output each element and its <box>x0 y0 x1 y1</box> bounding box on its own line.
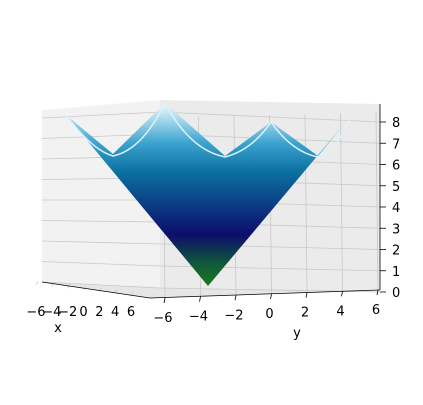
y-tick-label: 4 <box>336 304 344 319</box>
x-tick-label: 0 <box>79 305 87 320</box>
z-tick-label: 4 <box>392 201 400 216</box>
y-tick-mark <box>341 291 343 297</box>
y-tick-mark <box>234 295 237 301</box>
tick-marks <box>163 121 386 304</box>
y-grid-line <box>375 111 379 291</box>
x-tick-label: −2 <box>58 305 77 320</box>
z-tick-label: 7 <box>392 137 400 152</box>
surface-body <box>66 103 350 286</box>
y-tick-label: 2 <box>301 306 309 321</box>
z-tick-label: 3 <box>392 222 400 237</box>
y-tick-mark <box>376 289 379 296</box>
y-grid-line <box>340 112 343 292</box>
x-tick-label: 6 <box>127 305 135 320</box>
y-grid-line <box>304 113 308 293</box>
x-axis-line <box>41 281 151 299</box>
y-tick-label: −6 <box>153 311 172 326</box>
z-tick-label: 1 <box>392 265 400 280</box>
x-tick-label: 4 <box>111 305 119 320</box>
y-tick-mark <box>199 296 201 302</box>
x-grid-line <box>35 280 39 286</box>
z-tick-label: 2 <box>392 244 400 259</box>
y-tick-label: −2 <box>224 308 243 323</box>
pane-floor <box>42 282 380 298</box>
x-tick-label: −4 <box>42 305 61 320</box>
y-tick-mark <box>305 292 308 298</box>
z-tick-label: 8 <box>392 116 400 131</box>
y-axis-label: y <box>293 326 301 341</box>
x-grid-line <box>98 287 102 292</box>
x-tick-label: −6 <box>26 305 45 320</box>
y-tick-label: 0 <box>265 307 273 322</box>
z-tick-label: 0 <box>392 286 400 301</box>
x-grid-line <box>130 290 134 296</box>
y-tick-mark <box>163 297 166 304</box>
y-tick-label: −4 <box>189 310 208 325</box>
surface-top-edge <box>65 101 351 158</box>
y-tick-mark <box>270 293 272 300</box>
y-tick-label: 6 <box>372 303 380 318</box>
x-tick-label: 2 <box>95 305 103 320</box>
y-axis-line <box>149 289 381 299</box>
z-tick-label: 5 <box>392 180 400 195</box>
x-axis-label: x <box>54 321 62 336</box>
z-tick-label: 6 <box>392 159 400 174</box>
